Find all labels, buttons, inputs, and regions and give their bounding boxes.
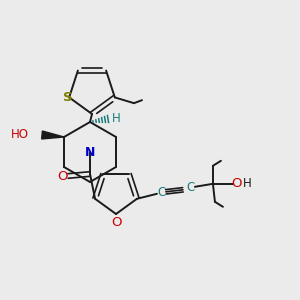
Text: N: N — [85, 146, 95, 160]
Text: C: C — [158, 186, 166, 199]
Text: S: S — [63, 91, 73, 104]
Text: C: C — [187, 181, 195, 194]
Text: HO: HO — [11, 128, 29, 142]
Text: O: O — [57, 169, 67, 182]
Polygon shape — [42, 131, 64, 139]
Text: O: O — [232, 177, 242, 190]
Text: H: H — [242, 177, 251, 190]
Text: H: H — [112, 112, 120, 125]
Text: O: O — [112, 215, 122, 229]
